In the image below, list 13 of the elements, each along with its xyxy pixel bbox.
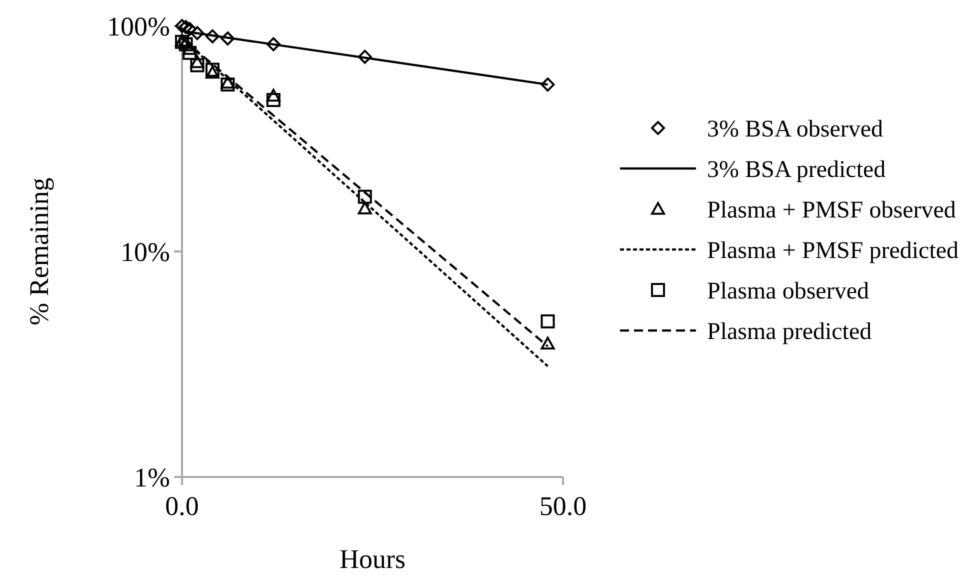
legend-label: 3% BSA predicted	[707, 156, 886, 183]
legend-label: Plasma observed	[707, 278, 869, 304]
legend-label: Plasma + PMSF predicted	[707, 238, 959, 264]
x-axis-title: Hours	[340, 544, 406, 574]
x-tick-label: 0.0	[165, 491, 199, 521]
y-axis-title: % Remaining	[24, 178, 54, 326]
legend-label: Plasma predicted	[707, 318, 872, 345]
y-tick-label: 10%	[120, 236, 170, 267]
y-tick-label: 100%	[107, 11, 170, 42]
legend-label: Plasma + PMSF observed	[707, 197, 956, 224]
y-tick-label: 1%	[134, 462, 170, 492]
legend-label: 3% BSA observed	[707, 116, 883, 142]
x-tick-label: 50.0	[539, 491, 587, 521]
